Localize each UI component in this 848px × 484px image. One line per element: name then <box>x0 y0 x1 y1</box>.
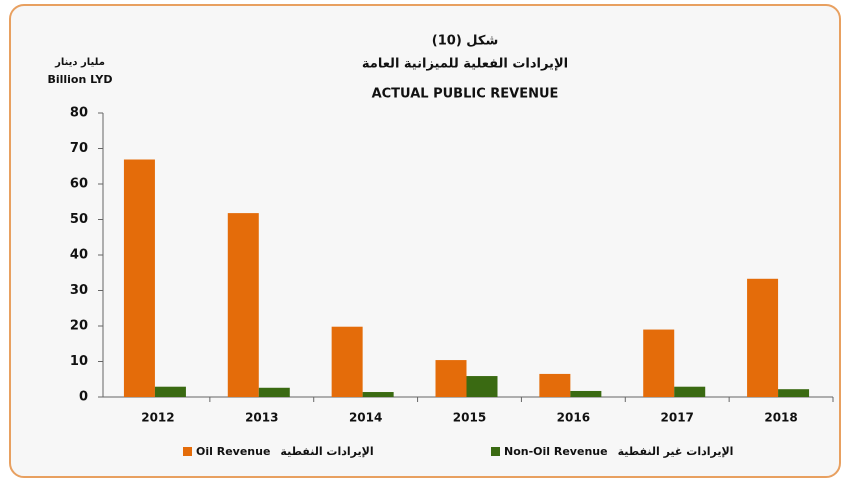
bar <box>747 278 779 397</box>
bar <box>466 376 498 397</box>
y-tick-label: 70 <box>70 141 88 156</box>
chart-title: ACTUAL PUBLIC REVENUE <box>372 87 559 102</box>
y-axis-label: Billion LYD <box>47 73 112 86</box>
bar <box>643 329 675 397</box>
bar <box>258 387 290 397</box>
y-tick-label: 50 <box>70 212 88 227</box>
bar <box>362 392 394 397</box>
y-tick-label: 30 <box>70 283 88 298</box>
chart-frame <box>9 4 841 478</box>
bar <box>154 386 186 397</box>
figure-number: شكل (10) <box>432 34 498 49</box>
legend-label-ar: الإيرادات النفطية <box>280 445 373 458</box>
x-tick-label: 2014 <box>349 411 382 425</box>
bar <box>570 390 602 397</box>
x-tick-label: 2015 <box>453 411 486 425</box>
y-tick-label: 60 <box>70 177 88 192</box>
y-tick-label: 20 <box>70 319 88 334</box>
bar <box>674 386 706 397</box>
y-tick-label: 0 <box>79 390 88 405</box>
x-tick-label: 2018 <box>764 411 797 425</box>
y-tick-label: 10 <box>70 354 88 369</box>
bar <box>778 389 810 397</box>
legend-label: Oil Revenue <box>196 445 270 458</box>
legend-swatch <box>183 447 192 456</box>
x-tick-label: 2017 <box>661 411 694 425</box>
x-tick-label: 2013 <box>245 411 278 425</box>
bar <box>123 159 155 397</box>
bar <box>331 326 363 397</box>
bar <box>539 373 571 397</box>
x-tick-label: 2016 <box>557 411 590 425</box>
x-tick-label: 2012 <box>141 411 174 425</box>
legend-label-ar: الإيرادات غير النفطية <box>618 445 734 458</box>
legend-label: Non-Oil Revenue <box>504 445 608 458</box>
y-axis-label-ar: مليار دينار <box>54 57 105 68</box>
y-tick-label: 40 <box>70 248 88 263</box>
y-tick-label: 80 <box>70 106 88 121</box>
bar <box>435 360 467 397</box>
chart-title-ar: الإيرادات الفعلية للميزانية العامة <box>362 57 568 72</box>
legend-swatch <box>491 447 500 456</box>
bar <box>227 213 259 397</box>
